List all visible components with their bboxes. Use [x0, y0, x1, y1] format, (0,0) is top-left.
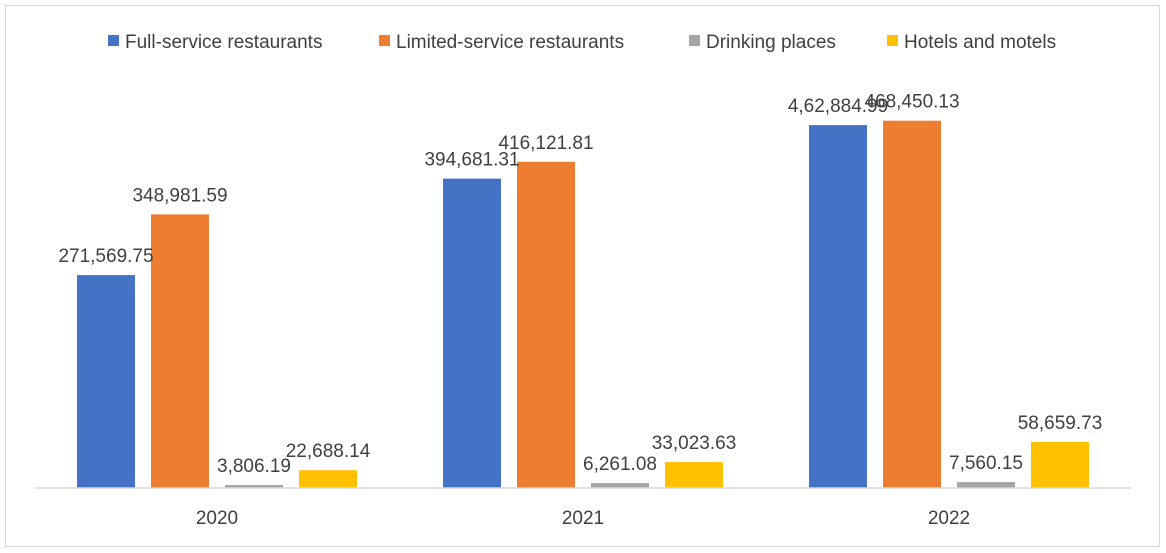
- data-label-drinking-places-2021: 6,261.08: [583, 454, 657, 475]
- data-label-full-service-restaurants-2021: 394,681.31: [424, 150, 519, 171]
- bar-drinking-places-2021: [591, 483, 649, 488]
- bar-full-service-restaurants-2022: [809, 125, 867, 488]
- data-label-full-service-restaurants-2022: 4,62,884.99: [788, 96, 888, 117]
- bar-limited-service-restaurants-2022: [883, 120, 941, 488]
- data-label-limited-service-restaurants-2021: 416,121.81: [498, 133, 593, 154]
- bar-limited-service-restaurants-2020: [151, 214, 209, 488]
- bar-hotels-and-motels-2021: [665, 462, 723, 488]
- bars-layer: [77, 120, 1089, 489]
- x-axis-ticks: 2020 2021 2022: [196, 508, 970, 529]
- data-label-hotels-and-motels-2021: 33,023.63: [652, 433, 737, 454]
- data-label-limited-service-restaurants-2020: 348,981.59: [132, 185, 227, 206]
- x-tick-label-2020: 2020: [196, 508, 238, 529]
- bar-drinking-places-2022: [957, 482, 1015, 488]
- legend-label-drinking-places: Drinking places: [706, 32, 836, 53]
- legend-swatch-full-service-restaurants: [108, 35, 119, 46]
- data-label-limited-service-restaurants-2022: 468,450.13: [864, 92, 959, 113]
- legend-swatch-drinking-places: [689, 35, 700, 46]
- legend-label-hotels-and-motels: Hotels and motels: [904, 32, 1056, 53]
- bar-limited-service-restaurants-2021: [517, 161, 575, 489]
- legend: Full-service restaurants Limited-service …: [108, 32, 1056, 53]
- data-label-hotels-and-motels-2022: 58,659.73: [1018, 413, 1103, 434]
- bar-hotels-and-motels-2022: [1031, 442, 1089, 488]
- data-label-drinking-places-2022: 7,560.15: [949, 453, 1023, 474]
- data-label-drinking-places-2020: 3,806.19: [217, 456, 291, 477]
- bar-drinking-places-2020: [225, 485, 283, 488]
- legend-swatch-hotels-and-motels: [887, 35, 898, 46]
- x-tick-label-2022: 2022: [928, 508, 970, 529]
- data-label-full-service-restaurants-2020: 271,569.75: [58, 246, 153, 267]
- data-label-hotels-and-motels-2020: 22,688.14: [286, 441, 371, 462]
- bar-hotels-and-motels-2020: [299, 470, 357, 488]
- legend-swatch-limited-service-restaurants: [379, 35, 390, 46]
- x-tick-label-2021: 2021: [562, 508, 604, 529]
- legend-label-full-service-restaurants: Full-service restaurants: [125, 32, 322, 53]
- bar-full-service-restaurants-2020: [77, 275, 135, 488]
- legend-label-limited-service-restaurants: Limited-service restaurants: [396, 32, 624, 53]
- bar-full-service-restaurants-2021: [443, 178, 501, 488]
